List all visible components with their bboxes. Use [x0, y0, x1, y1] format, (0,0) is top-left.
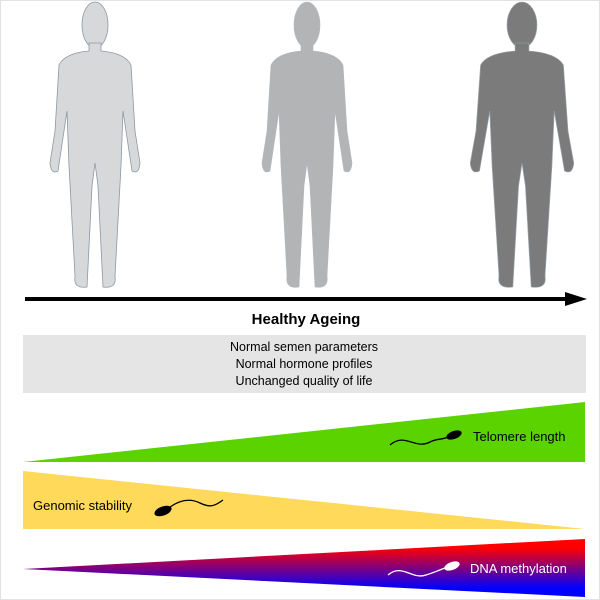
sperm-icon — [389, 430, 462, 446]
young-man-silhouette-icon — [49, 1, 141, 288]
middle-aged-man-silhouette-icon — [261, 1, 353, 288]
dna-methylation-label: DNA methylation — [470, 561, 567, 576]
old-man-silhouette-icon — [469, 1, 575, 288]
summary-line-2: Normal hormone profiles — [236, 357, 373, 371]
arrow-right-icon — [25, 292, 587, 306]
title: Healthy Ageing — [252, 311, 361, 328]
sperm-icon — [387, 561, 460, 577]
telomere-length-wedge — [23, 402, 585, 462]
genomic-stability-label: Genomic stability — [33, 498, 132, 513]
summary-line-1: Normal semen parameters — [230, 340, 378, 354]
summary-line-3: Unchanged quality of life — [236, 374, 373, 388]
summary-box — [23, 335, 586, 393]
dna-methylation-wedge — [23, 539, 585, 597]
sperm-icon — [154, 499, 224, 517]
telomere-length-label: Telomere length — [473, 429, 566, 444]
